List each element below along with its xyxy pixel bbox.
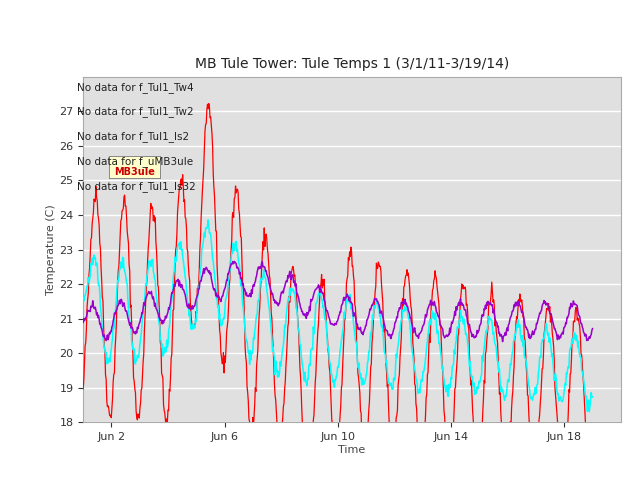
Text: No data for f_Tul1_Tw4: No data for f_Tul1_Tw4 [77, 82, 193, 93]
Title: MB Tule Tower: Tule Temps 1 (3/1/11-3/19/14): MB Tule Tower: Tule Temps 1 (3/1/11-3/19… [195, 58, 509, 72]
Text: No data for f_Tul1_Tw2: No data for f_Tul1_Tw2 [77, 107, 193, 118]
Text: No data for f_Tul1_Is2: No data for f_Tul1_Is2 [77, 132, 189, 143]
X-axis label: Time: Time [339, 445, 365, 455]
Text: MB3ule: MB3ule [114, 167, 155, 177]
Text: No data for f_uMB3ule: No data for f_uMB3ule [77, 156, 193, 168]
Y-axis label: Temperature (C): Temperature (C) [47, 204, 56, 295]
Text: No data for f_Tul1_Is32: No data for f_Tul1_Is32 [77, 181, 196, 192]
